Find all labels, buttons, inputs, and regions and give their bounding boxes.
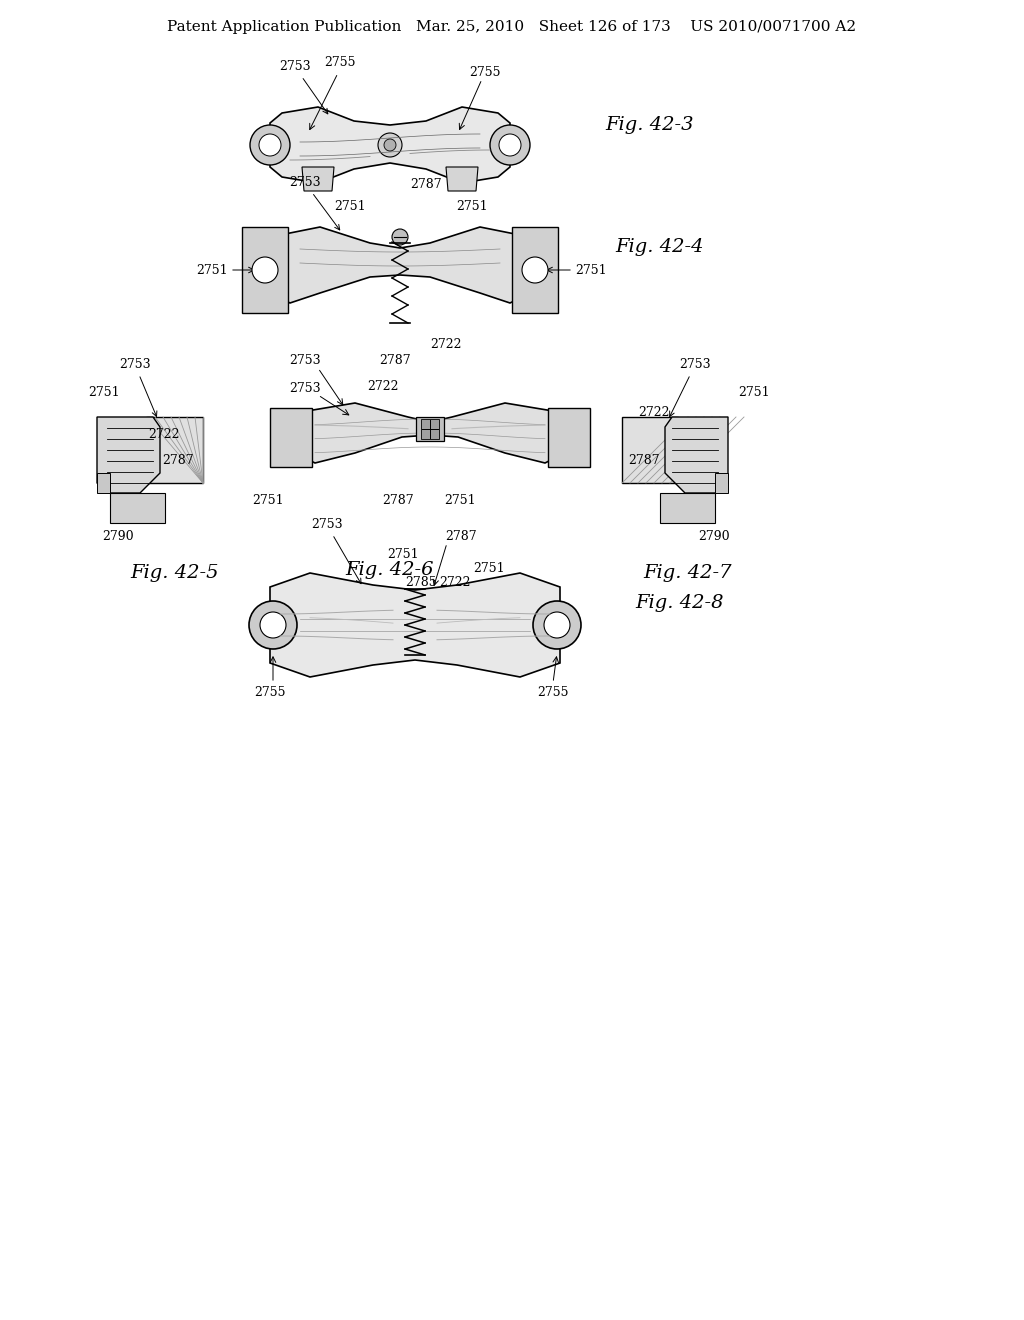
Text: 2751: 2751 — [456, 201, 487, 214]
Polygon shape — [548, 408, 590, 467]
Text: 2722: 2722 — [430, 338, 462, 351]
Polygon shape — [295, 403, 565, 463]
Text: Fig. 42-7: Fig. 42-7 — [644, 564, 732, 582]
Circle shape — [534, 601, 581, 649]
Text: 2755: 2755 — [538, 686, 568, 700]
Polygon shape — [242, 227, 288, 313]
Text: 2753: 2753 — [119, 359, 157, 416]
Text: 2751: 2751 — [738, 387, 770, 400]
Text: 2751: 2751 — [473, 561, 505, 574]
Text: Fig. 42-5: Fig. 42-5 — [131, 564, 219, 582]
Text: 2722: 2722 — [148, 429, 179, 441]
Circle shape — [499, 135, 521, 156]
Polygon shape — [270, 573, 560, 677]
Circle shape — [384, 139, 396, 150]
Text: 2722: 2722 — [638, 407, 670, 420]
Text: 2751: 2751 — [252, 494, 284, 507]
Text: 2753: 2753 — [311, 519, 361, 583]
Polygon shape — [270, 107, 510, 183]
Polygon shape — [446, 168, 478, 191]
Text: 2753: 2753 — [289, 354, 321, 367]
Text: 2787: 2787 — [382, 494, 414, 507]
Text: 2753: 2753 — [289, 383, 321, 396]
Text: 2753: 2753 — [280, 61, 328, 114]
Text: Fig. 42-6: Fig. 42-6 — [346, 561, 434, 579]
Text: 2787: 2787 — [379, 354, 411, 367]
Text: 2751: 2751 — [575, 264, 606, 276]
Circle shape — [260, 612, 286, 638]
Text: 2755: 2755 — [254, 686, 286, 700]
Polygon shape — [512, 227, 558, 313]
Polygon shape — [97, 417, 160, 492]
Circle shape — [250, 125, 290, 165]
Bar — [421, 418, 439, 440]
Polygon shape — [715, 473, 728, 492]
Circle shape — [392, 228, 408, 246]
Circle shape — [378, 133, 402, 157]
Polygon shape — [665, 417, 728, 492]
Circle shape — [252, 257, 278, 282]
Circle shape — [259, 135, 281, 156]
Text: 2751: 2751 — [197, 264, 228, 276]
Text: 2755: 2755 — [469, 66, 501, 79]
Polygon shape — [147, 417, 203, 483]
Polygon shape — [622, 417, 678, 483]
Circle shape — [249, 601, 297, 649]
Text: Fig. 42-3: Fig. 42-3 — [605, 116, 693, 135]
Text: 2753: 2753 — [289, 177, 340, 230]
Circle shape — [522, 257, 548, 282]
Text: 2751: 2751 — [334, 201, 366, 214]
Text: 2790: 2790 — [698, 531, 730, 544]
Text: Fig. 42-8: Fig. 42-8 — [635, 594, 724, 612]
Text: 2787: 2787 — [410, 178, 441, 191]
Text: 2722: 2722 — [439, 577, 470, 590]
Text: 2753: 2753 — [670, 359, 711, 417]
Text: 2787: 2787 — [162, 454, 194, 466]
Polygon shape — [97, 473, 110, 492]
Bar — [416, 417, 444, 441]
Text: Fig. 42-4: Fig. 42-4 — [615, 238, 703, 256]
Circle shape — [544, 612, 570, 638]
Text: 2751: 2751 — [88, 387, 120, 400]
Polygon shape — [110, 492, 165, 523]
Text: 2722: 2722 — [368, 380, 398, 393]
Text: 2787: 2787 — [445, 531, 476, 544]
Text: Patent Application Publication   Mar. 25, 2010   Sheet 126 of 173    US 2010/007: Patent Application Publication Mar. 25, … — [168, 20, 856, 34]
Polygon shape — [302, 168, 334, 191]
Text: 2787: 2787 — [628, 454, 659, 466]
Text: 2790: 2790 — [102, 531, 133, 544]
Text: 2755: 2755 — [325, 57, 355, 70]
Text: 2751: 2751 — [387, 549, 419, 561]
Circle shape — [490, 125, 530, 165]
Text: 2785: 2785 — [406, 577, 436, 590]
Text: 2751: 2751 — [444, 494, 476, 507]
Polygon shape — [270, 227, 530, 304]
Polygon shape — [660, 492, 715, 523]
Polygon shape — [270, 408, 312, 467]
